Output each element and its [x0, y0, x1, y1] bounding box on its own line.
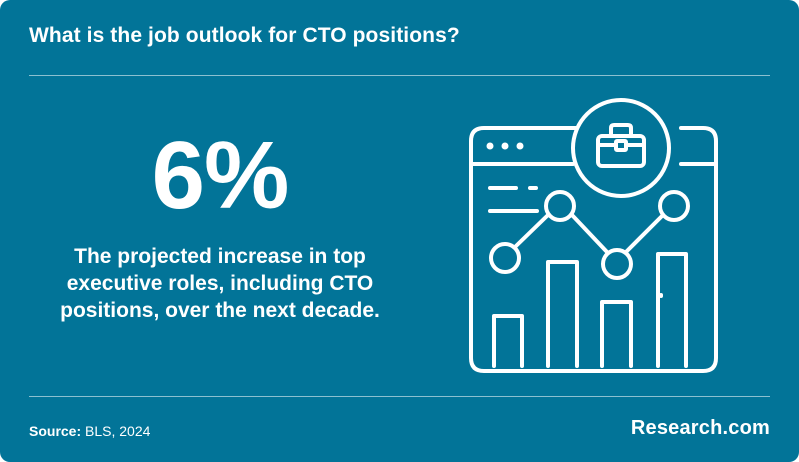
source-citation: Source: BLS, 2024 — [29, 423, 150, 439]
footer-divider — [29, 396, 770, 397]
briefcase-analytics-dashboard-icon — [464, 94, 724, 379]
page-title: What is the job outlook for CTO position… — [29, 24, 460, 47]
source-label: Source: — [29, 423, 82, 439]
stat-description: The projected increase in top executive … — [60, 245, 380, 322]
header-divider — [29, 75, 770, 76]
source-value: BLS, 2024 — [85, 423, 151, 439]
brand-logo: Research.com — [630, 417, 770, 439]
stat-value: 6% — [151, 122, 290, 229]
